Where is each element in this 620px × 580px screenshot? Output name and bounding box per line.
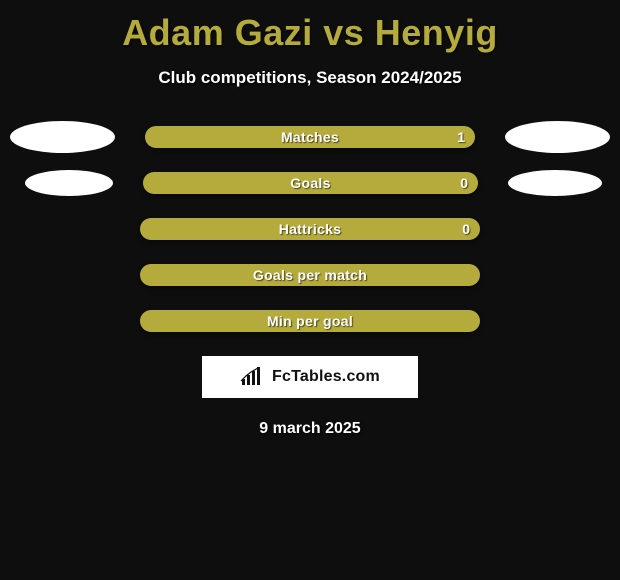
bar-chart-icon	[240, 367, 266, 387]
stat-row-hattricks: Hattricks 0	[0, 218, 620, 240]
stat-row-goals: Goals 0	[0, 172, 620, 194]
brand-text: FcTables.com	[272, 368, 380, 386]
stat-row-matches: Matches 1	[0, 126, 620, 148]
brand-link[interactable]: FcTables.com	[202, 356, 418, 398]
stat-row-goals-per-match: Goals per match	[0, 264, 620, 286]
left-value-ellipse	[10, 121, 115, 153]
stat-bar: Min per goal	[140, 310, 480, 332]
stat-label: Goals	[290, 175, 330, 191]
subtitle: Club competitions, Season 2024/2025	[0, 68, 620, 88]
stat-value-right: 1	[457, 129, 465, 145]
stat-bar: Hattricks 0	[140, 218, 480, 240]
stat-label: Hattricks	[279, 221, 342, 237]
stats-block: Matches 1 Goals 0 Hattricks 0 Goals per …	[0, 126, 620, 332]
stat-bar: Goals per match	[140, 264, 480, 286]
stat-bar: Goals 0	[143, 172, 478, 194]
stat-value-right: 0	[460, 175, 468, 191]
right-value-ellipse	[508, 170, 602, 196]
page-title: Adam Gazi vs Henyig	[0, 0, 620, 54]
stat-value-right: 0	[462, 221, 470, 237]
stat-bar: Matches 1	[145, 126, 475, 148]
stat-label: Matches	[281, 129, 339, 145]
stat-label: Goals per match	[253, 267, 367, 283]
date-text: 9 march 2025	[0, 420, 620, 438]
right-value-ellipse	[505, 121, 610, 153]
stat-row-min-per-goal: Min per goal	[0, 310, 620, 332]
left-value-ellipse	[25, 170, 113, 196]
stat-label: Min per goal	[267, 313, 353, 329]
